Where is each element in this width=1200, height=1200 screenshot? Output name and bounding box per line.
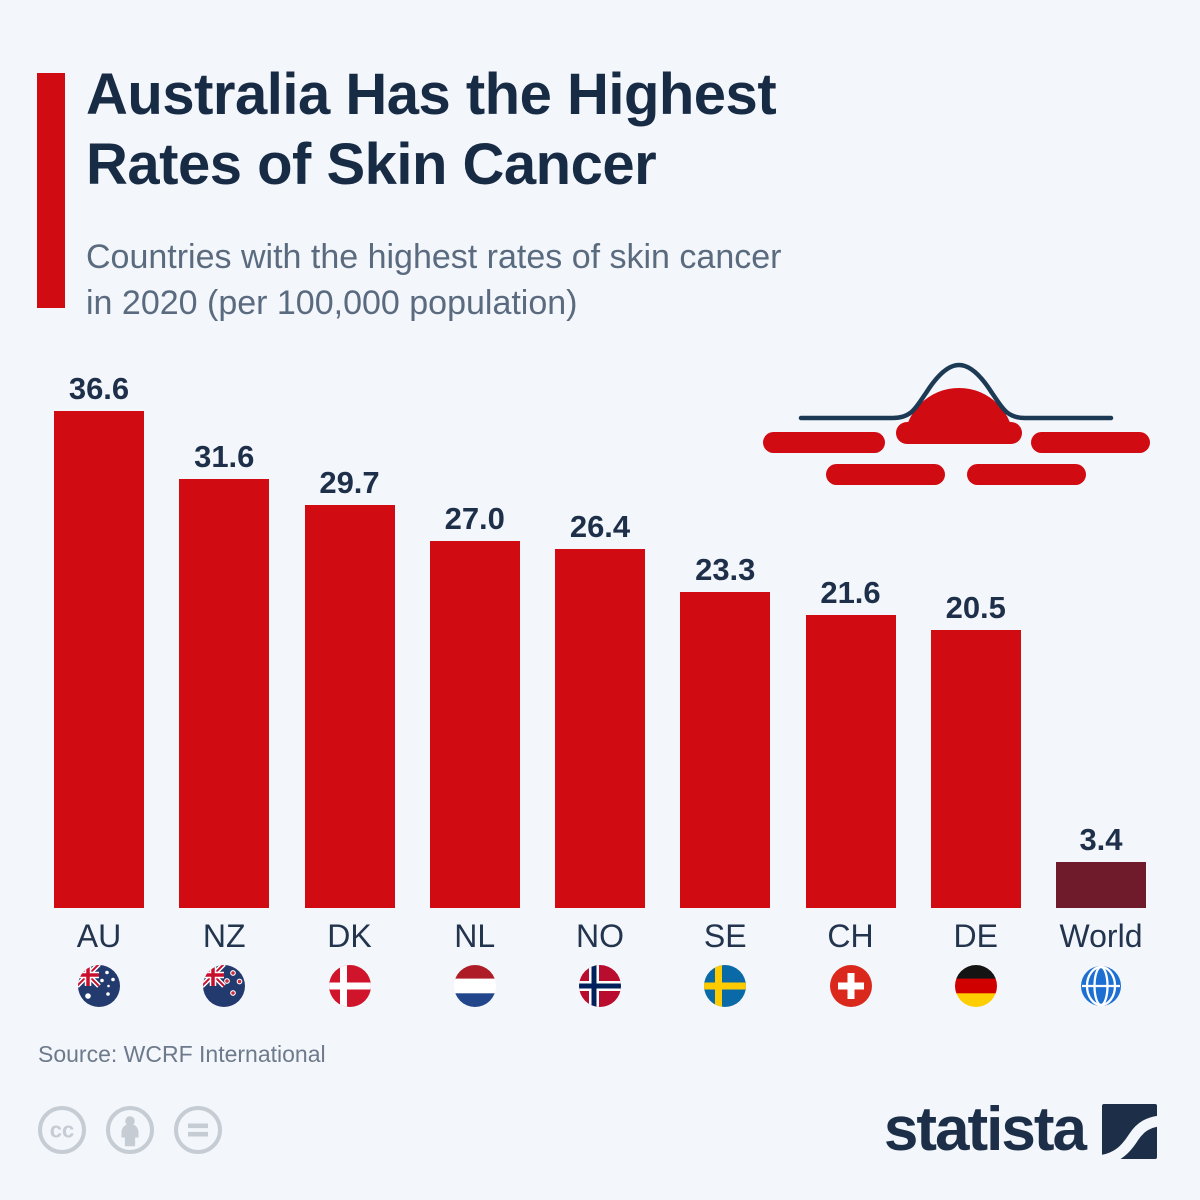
bar-value-label: 3.4 — [1079, 822, 1123, 857]
bar — [1056, 862, 1146, 908]
bar-category-label: SE — [703, 917, 747, 954]
bar-column: 3.4 World — [1052, 369, 1150, 1012]
bar-category-label: AU — [76, 917, 122, 954]
bar-column: 36.6 AU — [50, 369, 148, 1012]
source-text: Source: WCRF International — [38, 1041, 326, 1067]
bar-value-label: 21.6 — [820, 575, 881, 610]
cc-icon: cc — [38, 1106, 86, 1154]
statista-wordmark: statista — [883, 1095, 1087, 1164]
flag-germany — [954, 964, 998, 1012]
cc-by-person-icon — [106, 1106, 154, 1154]
subtitle-line-1: Countries with the highest rates of skin… — [86, 238, 782, 276]
page-subtitle: Countries with the highest rates of skin… — [86, 234, 1086, 326]
flag-sweden — [703, 964, 747, 1012]
globe-world-icon — [1079, 964, 1123, 1012]
bar-column: 27.0 NL — [426, 369, 524, 1012]
bar-value-label: 20.5 — [945, 590, 1006, 625]
bar — [54, 411, 144, 908]
bar — [805, 615, 896, 908]
title-line-2: Rates of Skin Cancer — [86, 132, 657, 198]
bar — [179, 479, 270, 908]
svg-text:cc: cc — [50, 1118, 74, 1143]
bar-column: 29.7 DK — [301, 369, 399, 1012]
statista-logo: statista — [883, 1095, 1157, 1164]
bar-category-label: DK — [327, 917, 372, 954]
bar — [680, 592, 771, 908]
bar — [304, 505, 395, 908]
subtitle-line-2: in 2020 (per 100,000 population) — [86, 284, 578, 323]
cc-nd-equals-icon — [174, 1106, 222, 1154]
bar — [429, 541, 520, 908]
bar-value-label: 36.6 — [68, 371, 130, 406]
bar-column: 26.4 NO — [551, 369, 649, 1012]
license-icons: cc — [36, 1104, 224, 1156]
bar-column: 31.6 NZ — [175, 369, 273, 1012]
flag-denmark — [328, 964, 372, 1012]
bar-value-label: 23.3 — [695, 552, 756, 587]
flag-australia — [77, 964, 121, 1012]
bar-category-label: NL — [454, 917, 496, 954]
bar-column: 23.3 SE — [676, 369, 774, 1012]
sunset-over-water-icon — [763, 362, 1150, 485]
bar-chart: 36.6 AU 31.6 NZ 29.7 DK 27.0 — [50, 369, 1150, 1012]
statista-mark-icon — [1102, 1104, 1157, 1160]
bar-category-label: CH — [827, 917, 874, 954]
flag-new-zealand — [202, 964, 246, 1012]
bar-value-label: 31.6 — [194, 439, 255, 474]
bar-column: 21.6 CH — [802, 369, 900, 1012]
bar-category-label: DE — [953, 917, 998, 954]
bar-value-label: 26.4 — [569, 509, 631, 544]
bar — [555, 549, 645, 908]
bar-value-label: 29.7 — [319, 465, 380, 500]
bar-value-label: 27.0 — [444, 501, 505, 536]
bar-category-label: NZ — [202, 917, 246, 954]
page-title: Australia Has the Highest Rates of Skin … — [86, 60, 1086, 200]
title-line-1: Australia Has the Highest — [86, 62, 777, 127]
bar-category-label: NO — [576, 917, 624, 954]
flag-norway — [578, 964, 622, 1012]
flag-netherlands — [453, 964, 497, 1012]
bar-column: 20.5 DE — [927, 369, 1025, 1012]
flag-switzerland — [829, 964, 873, 1012]
bar — [930, 630, 1021, 908]
bar-category-label: World — [1059, 917, 1143, 954]
title-accent-bar — [37, 73, 65, 308]
